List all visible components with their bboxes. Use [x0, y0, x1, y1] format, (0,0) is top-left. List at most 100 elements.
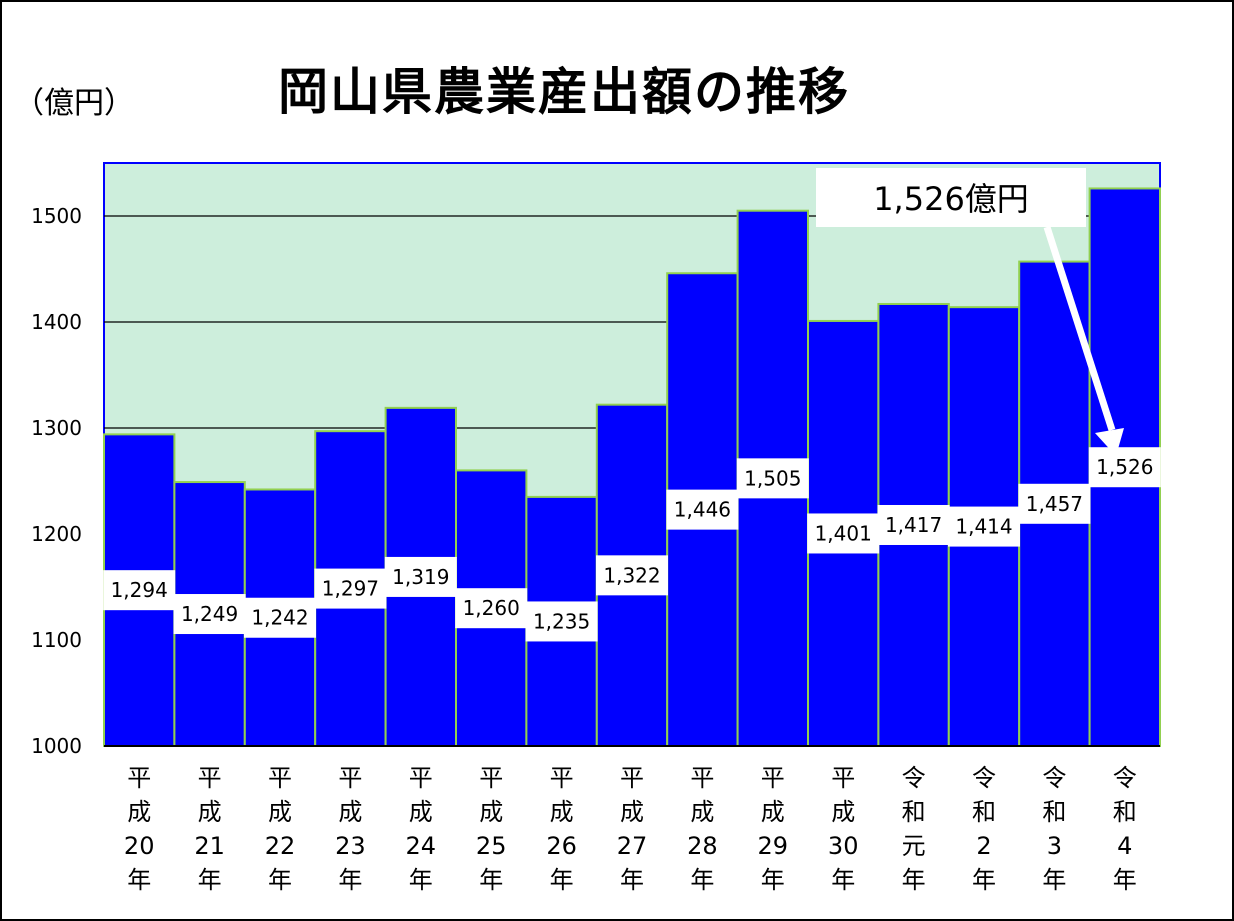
y-tick-label: 1500 [31, 204, 82, 228]
x-tick-label: 成 [831, 798, 855, 826]
x-tick-label: 平 [620, 764, 644, 792]
x-tick-label: 年 [972, 866, 996, 894]
x-tick-label: 平 [550, 764, 574, 792]
data-label: 1,260 [463, 596, 520, 620]
data-label: 1,401 [815, 521, 872, 545]
x-tick-label: 令 [1042, 764, 1066, 792]
x-tick-label: 20 [124, 832, 155, 860]
data-label-box [455, 588, 528, 629]
x-tick-label: 成 [198, 798, 222, 826]
annotation-arrow-head [1095, 428, 1124, 456]
x-tick-label: 年 [127, 866, 151, 894]
x-tick-label: 年 [409, 866, 433, 894]
x-tick-label: 平 [127, 764, 151, 792]
data-label-box [877, 504, 950, 545]
x-tick-label: 平 [338, 764, 362, 792]
y-tick-label: 1200 [31, 522, 82, 546]
x-tick-label: 令 [1113, 764, 1137, 792]
x-tick-label: 年 [690, 866, 714, 894]
x-tick-label: 年 [550, 866, 574, 894]
data-label: 1,235 [533, 609, 590, 633]
data-label-box [666, 489, 739, 530]
x-tick-label: 和 [1113, 798, 1137, 826]
x-tick-label: 年 [831, 866, 855, 894]
x-tick-label: 24 [406, 832, 437, 860]
data-label-box [244, 597, 316, 638]
data-label: 1,505 [744, 466, 801, 490]
x-tick-label: 23 [335, 832, 366, 860]
x-tick-label: 年 [268, 866, 292, 894]
x-tick-label: 30 [828, 832, 859, 860]
y-tick-label: 1300 [31, 416, 82, 440]
data-label-box [314, 568, 387, 609]
chart-title: 岡山県農業産出額の推移 [278, 63, 850, 121]
x-tick-label: 年 [338, 866, 362, 894]
x-tick-label: 令 [972, 764, 996, 792]
x-tick-label: 平 [479, 764, 503, 792]
x-tick-label: 成 [338, 798, 362, 826]
x-tick-label: 年 [761, 866, 785, 894]
x-tick-label: 成 [127, 798, 151, 826]
x-tick-label: 28 [687, 832, 718, 860]
data-label: 1,457 [1026, 492, 1083, 516]
x-tick-label: 平 [690, 764, 714, 792]
data-label-box [173, 594, 246, 635]
x-tick-label: 元 [902, 832, 926, 860]
data-label: 1,322 [603, 563, 660, 587]
data-label-box [1088, 447, 1161, 488]
data-label: 1,414 [955, 515, 1012, 539]
data-label-box [948, 506, 1020, 547]
data-label-box [1018, 483, 1091, 524]
x-tick-label: 21 [194, 832, 225, 860]
x-tick-label: 平 [761, 764, 785, 792]
x-tick-label: 年 [1042, 866, 1066, 894]
x-tick-label: 4 [1117, 832, 1132, 860]
y-tick-label: 1100 [31, 628, 82, 652]
x-tick-label: 25 [476, 832, 507, 860]
x-tick-label: 年 [1113, 866, 1137, 894]
x-tick-label: 成 [268, 798, 292, 826]
annotation-arrow-shaft [1043, 225, 1116, 432]
data-label: 1,294 [111, 578, 168, 602]
x-tick-label: 平 [268, 764, 292, 792]
x-tick-label: 年 [198, 866, 222, 894]
x-tick-label: 平 [831, 764, 855, 792]
x-tick-label: 成 [690, 798, 714, 826]
x-tick-label: 成 [550, 798, 574, 826]
x-tick-label: 3 [1047, 832, 1062, 860]
x-tick-label: 2 [976, 832, 991, 860]
data-label: 1,526 [1096, 455, 1153, 479]
x-tick-label: 年 [902, 866, 926, 894]
data-label-box [525, 601, 598, 642]
x-tick-label: 22 [265, 832, 296, 860]
x-tick-label: 26 [546, 832, 577, 860]
data-label: 1,446 [674, 498, 731, 522]
x-tick-label: 年 [620, 866, 644, 894]
x-tick-label: 和 [972, 798, 996, 826]
x-tick-label: 成 [409, 798, 433, 826]
y-tick-label: 1400 [31, 310, 82, 334]
data-label: 1,242 [251, 606, 308, 630]
x-tick-label: 成 [479, 798, 503, 826]
x-tick-label: 27 [617, 832, 648, 860]
annotation-box [816, 168, 1086, 227]
x-tick-label: 令 [902, 764, 926, 792]
y-axis-unit-label: （億円） [14, 86, 134, 121]
x-tick-label: 和 [902, 798, 926, 826]
data-label: 1,417 [885, 513, 942, 537]
x-tick-label: 和 [1042, 798, 1066, 826]
data-label-box [736, 458, 809, 499]
x-tick-label: 29 [758, 832, 789, 860]
x-tick-label: 平 [409, 764, 433, 792]
data-label: 1,297 [322, 577, 379, 601]
annotation-text: 1,526億円 [873, 180, 1029, 218]
data-label: 1,249 [181, 602, 238, 626]
x-tick-label: 成 [620, 798, 644, 826]
y-tick-label: 1000 [31, 734, 82, 758]
data-label-box [103, 570, 176, 611]
x-tick-label: 平 [198, 764, 222, 792]
data-label-box [384, 556, 457, 597]
x-tick-label: 年 [479, 866, 503, 894]
data-label: 1,319 [392, 565, 449, 589]
